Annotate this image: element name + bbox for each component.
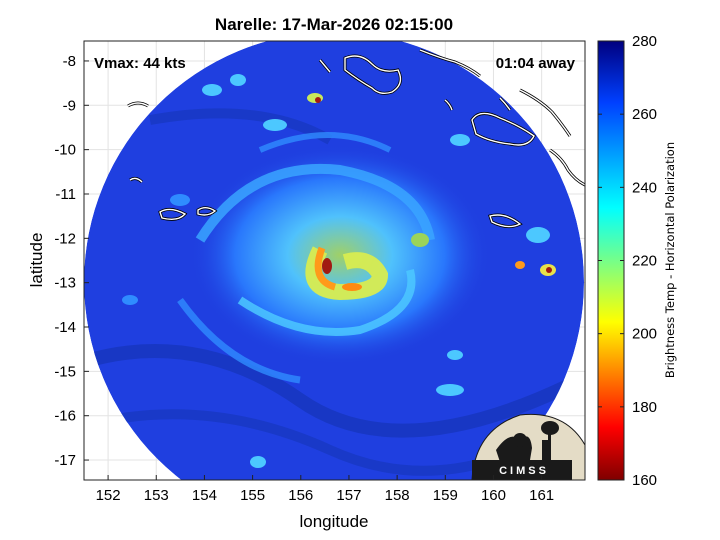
colorbar-tick-label: 200 [632,326,657,343]
x-tick-label: 156 [288,487,313,504]
plot-frame [83,40,586,481]
y-tick-label: -9 [63,97,76,114]
y-tick-label: -14 [54,319,76,336]
chart-title: Narelle: 17-Mar-2026 02:15:00 [215,15,453,34]
colorbar-scale [597,40,625,481]
y-tick-label: -13 [54,275,76,292]
y-tick-label: -10 [54,142,76,159]
y-tick-label: -16 [54,408,76,425]
colorbar-tick-label: 220 [632,253,657,270]
y-tick-label: -12 [54,230,76,247]
x-tick-label: 153 [144,487,169,504]
cimss-logo: CIMSS [471,413,585,480]
x-axis-ticks: 152 153 154 155 156 157 158 159 160 161 [96,475,554,504]
coastlines-inner [127,49,585,228]
y-tick-label: -11 [55,186,76,203]
colorbar-tick-label: 240 [632,179,657,196]
y-tick-label: -8 [63,53,76,70]
plot-area: CIMSS Vmax: 44 kts 01:04 away [83,40,586,481]
x-tick-label: 161 [529,487,554,504]
vmax-annotation: Vmax: 44 kts [94,55,186,72]
colorbar-tick-label: 260 [632,106,657,123]
y-axis-ticks: -8 -9 -10 -11 -12 -13 -14 -15 -16 -17 [54,53,89,469]
cimss-logo-text: CIMSS [499,465,549,477]
y-tick-label: -17 [54,452,76,469]
x-tick-label: 160 [481,487,506,504]
x-tick-label: 157 [336,487,361,504]
x-tick-label: 158 [385,487,410,504]
colorbar: 160 180 200 220 240 260 280 Brightness Temp - … [597,33,677,489]
colorbar-tick-label: 280 [632,33,657,50]
x-tick-label: 155 [240,487,265,504]
x-tick-label: 159 [433,487,458,504]
colorbar-ticks: 160 180 200 220 240 260 280 [598,33,657,489]
satellite-swath [84,41,584,480]
x-tick-label: 152 [96,487,121,504]
x-axis-label: longitude [299,512,368,531]
colorbar-tick-label: 160 [632,472,657,489]
x-tick-label: 154 [192,487,217,504]
colorbar-label: Brightness Temp - Horizontal Polarizatio… [663,142,677,378]
y-tick-label: -15 [54,363,76,380]
time-away-annotation: 01:04 away [496,55,576,72]
colorbar-tick-label: 180 [632,399,657,416]
y-axis-label: latitude [27,233,46,288]
